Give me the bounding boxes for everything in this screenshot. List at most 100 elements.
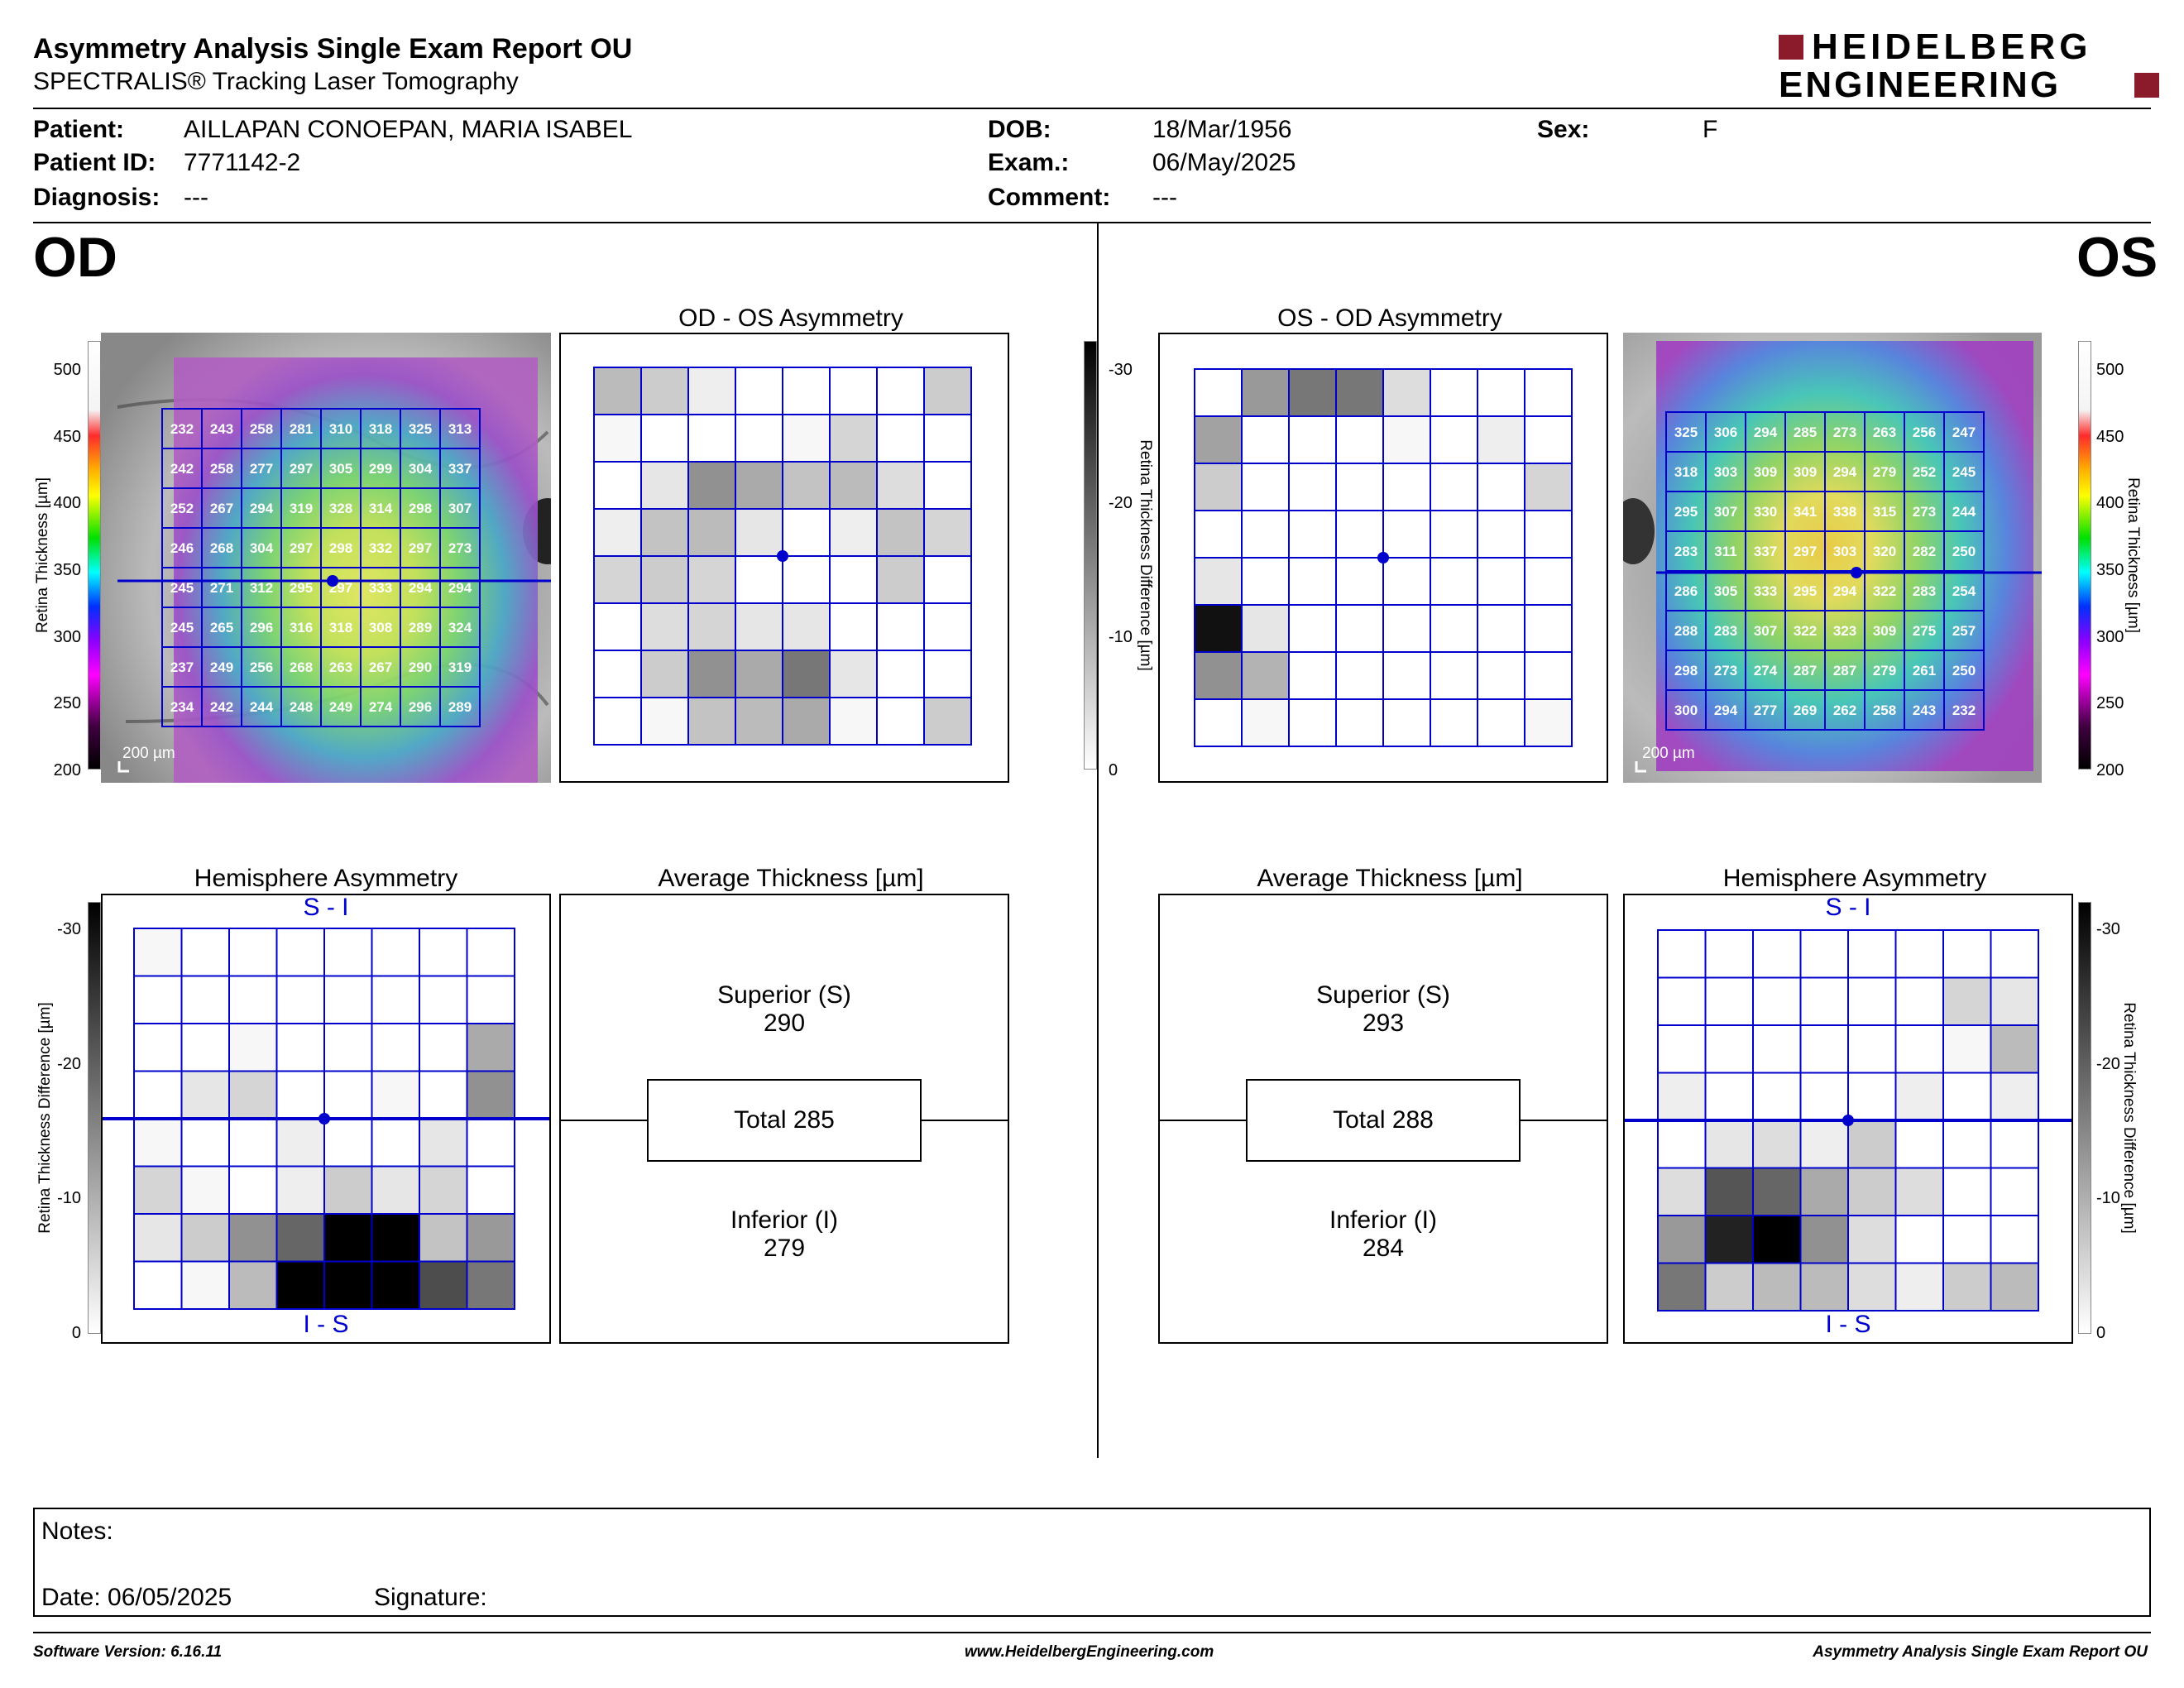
od-average-panel: Superior (S) 290 Total 285 Inferior (I) …: [559, 894, 1009, 1344]
os-hemisphere-cell: [1799, 1120, 1849, 1169]
od-asymmetry-cell: [640, 367, 689, 415]
od-hemisphere-cell: [323, 928, 373, 977]
od-hemisphere-cell: [275, 1118, 325, 1168]
footer-report: Asymmetry Analysis Single Exam Report OU: [1813, 1643, 2148, 1661]
os-hemisphere-cell: [1657, 1167, 1707, 1216]
od-thickness-value: 289: [409, 620, 432, 635]
od-thickness-value: 263: [329, 659, 352, 675]
os-hemisphere-cell: [1847, 1072, 1897, 1121]
os-thickness-value: 279: [1873, 464, 1896, 480]
os-thickness-value: 243: [1913, 703, 1936, 718]
os-thickness-value: 322: [1873, 583, 1896, 599]
os-thickness-value: 303: [1833, 544, 1856, 559]
od-thickness-value: 281: [290, 421, 313, 437]
od-asymmetry-cell: [782, 650, 831, 698]
colorbar-tick-label: -10: [1109, 627, 1133, 646]
od-thickness-value: 246: [170, 540, 194, 556]
os-eye-label: OS: [2076, 226, 2158, 289]
os-thickness-value: 232: [1952, 703, 1976, 718]
od-asymmetry-cell: [593, 697, 642, 746]
od-asymmetry-cell: [593, 414, 642, 463]
od-asymmetry-cell: [735, 697, 783, 746]
od-thickness-value: 277: [250, 461, 273, 477]
os-thickness-value: 306: [1714, 424, 1737, 440]
notes-box[interactable]: Notes: Date: 06/05/2025 Signature:: [33, 1508, 2151, 1617]
od-hemisphere-cell: [466, 1165, 515, 1215]
os-asymmetry-cell: [1241, 510, 1290, 559]
patient-label: Patient:: [33, 116, 125, 143]
od-asymmetry-cell: [640, 650, 689, 698]
os-hemisphere-cell: [1799, 1215, 1849, 1264]
od-asymmetry-cell: [687, 697, 736, 746]
os-asymmetry-cell: [1382, 463, 1431, 511]
od-hemisphere-cell: [275, 1023, 325, 1072]
os-hemisphere-cell: [1704, 1120, 1754, 1169]
colorbar-tick-label: 0: [2096, 1324, 2106, 1342]
logo-square-icon: [1779, 35, 1803, 60]
od-thickness-value: 268: [290, 659, 313, 675]
od-thickness-value: 267: [369, 659, 392, 675]
os-hemisphere-cell: [1894, 1167, 1944, 1216]
os-asymmetry-cell: [1288, 604, 1337, 653]
od-asymmetry-cell: [735, 367, 783, 415]
od-asymmetry-cell: [782, 697, 831, 746]
od-thickness-value: 271: [210, 580, 233, 596]
footer-website[interactable]: www.HeidelbergEngineering.com: [965, 1643, 1214, 1661]
od-hemisphere-cell: [371, 1070, 420, 1120]
os-thickness-cell: [1943, 689, 1985, 731]
od-hemisphere-cell: [275, 1070, 325, 1120]
od-thickness-value: 273: [448, 540, 472, 556]
os-asymmetry-cell: [1524, 604, 1573, 653]
od-hemisphere-cell: [133, 1165, 183, 1215]
os-thickness-value: 283: [1913, 583, 1936, 599]
os-thickness-value: 337: [1754, 544, 1777, 559]
os-asymmetry-cell: [1430, 368, 1478, 417]
od-thickness-value: 237: [170, 659, 194, 675]
od-thickness-value: 252: [170, 501, 194, 516]
os-thickness-value: 282: [1913, 544, 1936, 559]
od-hemisphere-title: Hemisphere Asymmetry: [194, 865, 458, 892]
report-title: Asymmetry Analysis Single Exam Report OU: [33, 33, 633, 65]
od-asymmetry-cell: [782, 602, 831, 651]
od-thickness-grid: 232 243 258 281 310 318 325 313 242 258 277 297 305 2…: [161, 408, 481, 727]
os-asymmetry-cell: [1524, 557, 1573, 606]
od-asymmetry-cell: [687, 461, 736, 510]
od-thickness-value: 245: [170, 620, 194, 635]
os-asymmetry-cell: [1241, 557, 1290, 606]
os-average-panel: Superior (S) 293 Total 288 Inferior (I) …: [1158, 894, 1608, 1344]
colorbar-tick-label: 200: [53, 761, 81, 779]
os-thickness-value: 294: [1714, 703, 1738, 718]
od-hemisphere-cell: [228, 1023, 278, 1072]
od-asymmetry-cell: [687, 602, 736, 651]
od-asymmetry-cell: [876, 650, 925, 698]
os-hemisphere-cell: [1847, 1167, 1897, 1216]
colorbar-tick-label: 300: [53, 627, 81, 646]
logo-square-icon-2: [2134, 73, 2159, 98]
os-thickness-value: 318: [1674, 464, 1698, 480]
od-asymmetry-cell: [593, 508, 642, 557]
os-hemisphere-cell: [1990, 1072, 2039, 1121]
notes-date: Date: 06/05/2025: [41, 1584, 232, 1611]
os-asymmetry-cell: [1477, 557, 1525, 606]
od-thickness-value: 297: [290, 540, 313, 556]
od-thickness-value: 319: [448, 659, 472, 675]
od-thickness-value: 299: [369, 461, 392, 477]
od-asymmetry-cell: [640, 555, 689, 604]
od-asymmetry-cell: [782, 414, 831, 463]
os-asymmetry-cell: [1288, 698, 1337, 747]
os-asymmetry-cell: [1288, 368, 1337, 417]
od-hemisphere-cell: [466, 1023, 515, 1072]
os-superior-label: Superior (S): [1316, 981, 1450, 1009]
od-thickness-value: 296: [250, 620, 273, 635]
os-hemisphere-cell: [1799, 976, 1849, 1026]
os-asymmetry-cell: [1194, 651, 1243, 700]
os-asymmetry-cell: [1194, 368, 1243, 417]
od-asymmetry-cell: [735, 461, 783, 510]
od-thickness-value: 333: [369, 580, 392, 596]
od-asymmetry-cell: [593, 555, 642, 604]
od-asymmetry-cell: [876, 697, 925, 746]
colorbar-tick-label: 250: [53, 694, 81, 713]
os-asymmetry-cell: [1241, 415, 1290, 464]
colorbar-tick-label: -30: [57, 920, 81, 938]
colorbar-tick-label: -10: [57, 1189, 81, 1208]
